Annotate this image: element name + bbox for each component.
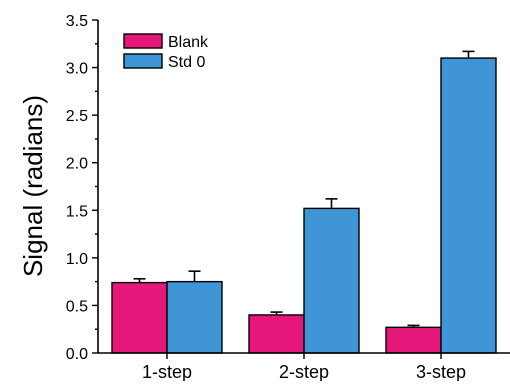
bar-std-0-1-step [166, 280, 223, 354]
bar-layer [111, 57, 497, 354]
y-tick-label: 0.0 [66, 346, 88, 363]
y-tick-label: 1.0 [66, 251, 88, 268]
bar-std-0-3-step [440, 57, 497, 354]
tick-layer: 0.0 0.5 1.0 1.5 2.0 2.5 3.0 3.5 1-step 2-step 3-st… [66, 13, 466, 382]
error-bar-layer [133, 50, 475, 328]
legend-label-std0: Std 0 [168, 54, 205, 71]
y-tick-label: 2.0 [66, 156, 88, 173]
legend-label-blank: Blank [168, 34, 209, 51]
x-tick-label: 3-step [416, 362, 466, 381]
bar-blank-1-step [111, 281, 168, 354]
bar-blank-3-step [385, 326, 442, 354]
bar-std-0-2-step [303, 207, 360, 354]
bar-blank-2-step [248, 314, 305, 354]
y-tick-label: 0.5 [66, 298, 88, 315]
legend-swatch-blank [123, 33, 163, 49]
y-tick-label: 2.5 [66, 108, 88, 125]
y-tick-label: 3.5 [66, 13, 88, 30]
x-tick-label: 2-step [279, 362, 329, 381]
y-tick-label: 1.5 [66, 203, 88, 220]
y-tick-label: 3.0 [66, 61, 88, 78]
legend-swatch-std0 [123, 53, 163, 69]
y-axis-label: Signal (radians) [18, 95, 48, 277]
legend: Blank Std 0 [123, 33, 209, 71]
x-tick-label: 1-step [142, 362, 192, 381]
